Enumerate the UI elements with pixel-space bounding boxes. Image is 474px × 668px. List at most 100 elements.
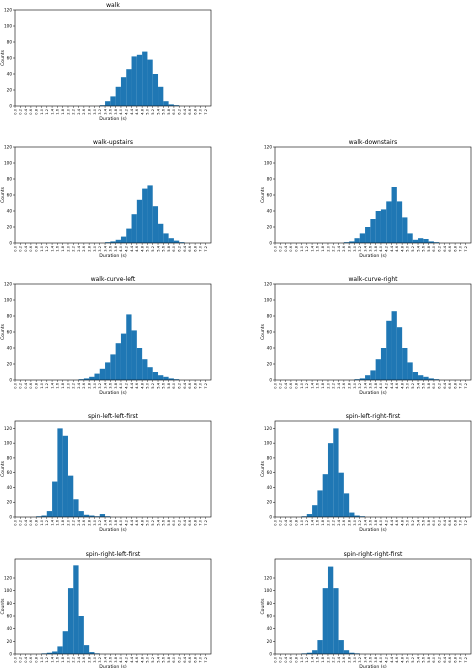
- histogram-bar: [173, 379, 180, 380]
- histogram-bar: [152, 206, 159, 243]
- x-tick-label: 2.2: [332, 383, 336, 389]
- histogram-bar: [168, 238, 174, 243]
- y-tick-label: 0: [9, 104, 12, 109]
- x-tick-label: 4.2: [125, 520, 129, 526]
- x-tick-label: 3.4: [363, 382, 367, 388]
- y-tick-label: 100: [4, 588, 12, 593]
- x-tick-label: 1.2: [45, 520, 49, 526]
- y-tick-label: 80: [7, 314, 13, 319]
- x-tick-label: 5.6: [162, 382, 166, 388]
- x-axis-label: Duration (s): [99, 253, 127, 259]
- x-tick-label: 4.2: [125, 383, 129, 389]
- histogram-bar: [105, 362, 111, 380]
- x-tick-label: 5.8: [427, 245, 431, 251]
- x-tick-label: 4.0: [379, 245, 383, 251]
- x-tick-label: 1.4: [50, 108, 54, 114]
- histogram-bar: [402, 217, 408, 243]
- x-tick-label: 2.0: [326, 382, 330, 388]
- x-tick-label: 0.0: [13, 108, 17, 114]
- x-tick-label: 0.0: [13, 382, 17, 388]
- x-tick-label: 0.0: [273, 382, 277, 388]
- x-tick-label: 3.4: [363, 519, 367, 525]
- axes-frame: [14, 558, 212, 655]
- x-tick-label: 2.8: [87, 245, 91, 251]
- x-tick-label: 6.4: [443, 519, 447, 525]
- x-tick-label: 3.2: [98, 109, 102, 115]
- histogram-bar: [433, 379, 440, 380]
- histogram-bar: [99, 105, 106, 106]
- y-tick-label: 120: [4, 426, 12, 431]
- histogram-bar: [158, 375, 164, 380]
- histogram-bar: [386, 201, 392, 243]
- histogram-bar: [375, 211, 381, 243]
- x-tick-label: 4.0: [119, 245, 123, 251]
- x-tick-label: 7.2: [204, 109, 208, 115]
- y-tick-label: 80: [7, 40, 13, 45]
- x-tick-label: 0.0: [13, 519, 17, 525]
- y-tick-label: 60: [7, 614, 13, 619]
- y-tick-label: 120: [4, 8, 12, 13]
- x-tick-label: 4.6: [395, 382, 399, 388]
- x-tick-label: 6.4: [183, 382, 187, 388]
- x-tick-label: 6.4: [183, 245, 187, 251]
- x-tick-label: 5.2: [411, 520, 415, 526]
- x-tick-label: 4.2: [385, 520, 389, 526]
- y-tick-label: 0: [269, 652, 272, 657]
- histogram-bar: [158, 223, 164, 243]
- x-tick-label: 6.4: [443, 245, 447, 251]
- histogram-bar: [89, 652, 95, 654]
- subplot-title: spin-right-left-first: [86, 551, 141, 558]
- y-tick-label: 100: [4, 441, 12, 446]
- x-tick-label: 3.6: [109, 108, 113, 114]
- x-tick-label: 3.2: [98, 657, 102, 663]
- x-tick-label: 7.0: [199, 656, 203, 662]
- histogram-bar: [173, 240, 180, 243]
- x-tick-label: 1.8: [321, 245, 325, 251]
- histogram-bar: [99, 514, 106, 517]
- y-tick-label: 100: [264, 298, 272, 303]
- x-tick-label: 0.4: [284, 656, 288, 662]
- x-tick-label: 5.0: [146, 108, 150, 114]
- x-tick-label: 5.6: [422, 656, 426, 662]
- x-tick-label: 4.4: [130, 519, 134, 525]
- x-tick-label: 7.0: [199, 108, 203, 114]
- x-tick-label: 4.2: [125, 109, 129, 115]
- x-tick-label: 4.4: [130, 382, 134, 388]
- x-tick-label: 1.4: [50, 382, 54, 388]
- x-tick-label: 0.2: [279, 246, 283, 252]
- x-tick-label: 3.8: [114, 656, 118, 662]
- x-tick-label: 2.6: [82, 656, 86, 662]
- histogram-bar: [158, 86, 164, 106]
- subplot-title: walk-downstairs: [349, 139, 398, 146]
- x-tick-label: 5.0: [406, 519, 410, 525]
- x-tick-label: 3.6: [369, 656, 373, 662]
- x-tick-label: 7.0: [459, 382, 463, 388]
- x-tick-label: 3.0: [93, 519, 97, 525]
- x-tick-label: 3.4: [103, 656, 107, 662]
- x-tick-label: 4.8: [400, 519, 404, 525]
- x-tick-label: 4.2: [125, 657, 129, 663]
- axes-frame: [14, 420, 212, 518]
- histogram-bar: [423, 376, 429, 380]
- x-tick-label: 2.4: [337, 245, 341, 251]
- x-tick-label: 0.4: [284, 519, 288, 525]
- x-tick-label: 0.0: [273, 245, 277, 251]
- y-tick-label: 120: [4, 576, 12, 581]
- x-tick-label: 4.6: [135, 656, 139, 662]
- x-tick-label: 4.8: [400, 382, 404, 388]
- histogram-bar: [110, 241, 116, 243]
- x-tick-label: 6.2: [178, 657, 182, 663]
- histogram-bar: [402, 348, 408, 380]
- y-tick-label: 120: [4, 282, 12, 287]
- x-tick-label: 1.6: [316, 245, 320, 251]
- x-tick-label: 3.8: [374, 245, 378, 251]
- x-tick-label: 7.0: [459, 519, 463, 525]
- x-tick-label: 1.4: [50, 656, 54, 662]
- x-tick-label: 6.0: [172, 656, 176, 662]
- y-tick-label: 80: [267, 455, 273, 460]
- x-tick-label: 2.0: [66, 519, 70, 525]
- x-tick-label: 0.6: [289, 382, 293, 388]
- x-tick-label: 1.8: [321, 656, 325, 662]
